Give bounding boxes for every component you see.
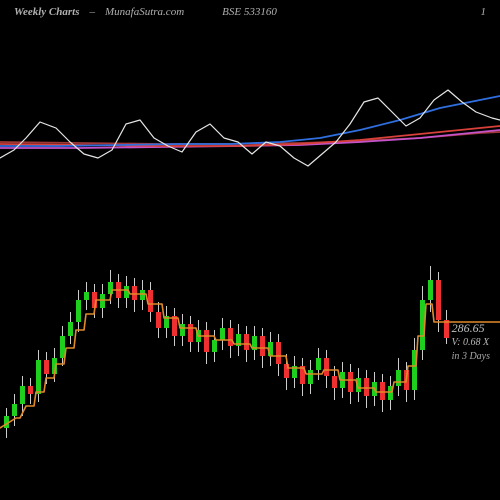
page-indicator: 1 [481, 6, 487, 18]
vol-label: V: [452, 337, 461, 348]
days-suffix: Days [469, 351, 490, 362]
vol-unit: X [483, 337, 489, 348]
chart-title: Weekly Charts [14, 6, 80, 18]
site-name: MunafaSutra.com [105, 6, 184, 18]
header-dash: – [90, 6, 96, 18]
price-value: 286.65 [452, 321, 485, 335]
indicator-chart [0, 80, 500, 200]
days-row: in 3 Days [452, 350, 490, 364]
days-prefix: in [452, 351, 460, 362]
price-info-block: 286.65 V: 0.68 X in 3 Days [452, 320, 490, 363]
vol-value: 0.68 [463, 337, 481, 348]
volume-row: V: 0.68 X [452, 336, 490, 350]
candlestick-chart [0, 240, 500, 450]
last-price: 286.65 [452, 320, 490, 336]
candlestick-panel [0, 240, 500, 450]
chart-header: Weekly Charts – MunafaSutra.com BSE 5331… [0, 6, 500, 18]
days-value: 3 [462, 351, 467, 362]
indicator-panel [0, 80, 500, 200]
ticker-code: BSE 533160 [222, 6, 277, 18]
